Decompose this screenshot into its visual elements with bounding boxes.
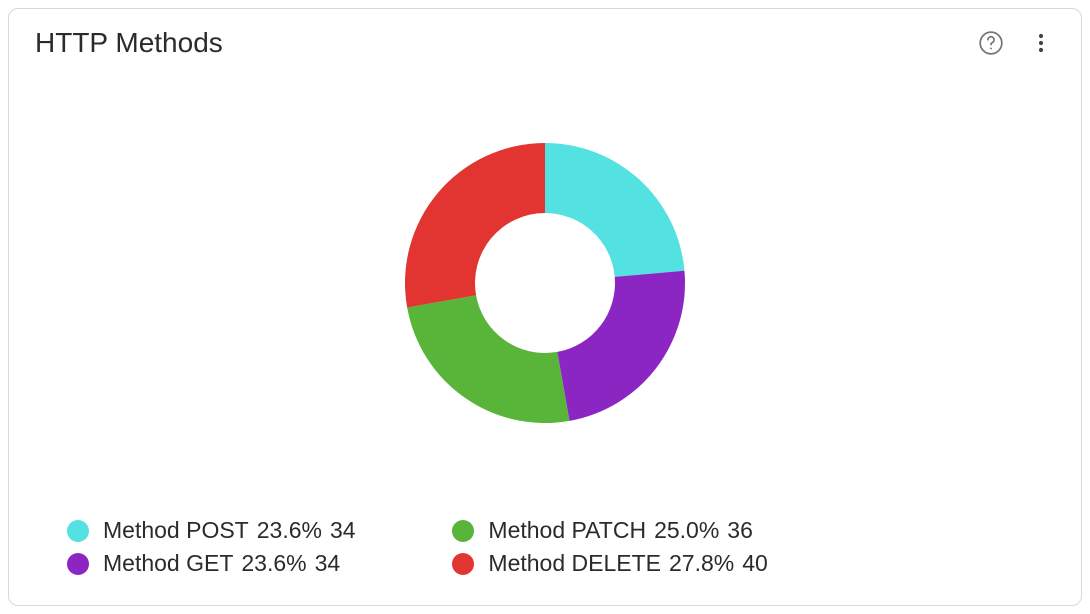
legend-item-post[interactable]: Method POST 23.6% 34 bbox=[67, 517, 382, 544]
legend-count: 34 bbox=[330, 517, 356, 544]
legend-count: 34 bbox=[315, 550, 341, 577]
legend: Method POST23.6%34Method PATCH25.0%36Met… bbox=[9, 517, 768, 605]
legend-name: Method GET bbox=[103, 550, 233, 577]
legend-label: Method GET 23.6% 34 bbox=[103, 550, 340, 577]
legend-percent: 25.0% bbox=[654, 517, 719, 544]
legend-label: Method PATCH 25.0% 36 bbox=[488, 517, 752, 544]
legend-count: 36 bbox=[727, 517, 753, 544]
donut-slice-post[interactable] bbox=[545, 143, 684, 277]
more-icon[interactable] bbox=[1027, 29, 1055, 57]
legend-label: Method DELETE 27.8% 40 bbox=[488, 550, 767, 577]
legend-percent: 23.6% bbox=[241, 550, 306, 577]
donut-chart bbox=[395, 133, 695, 433]
legend-name: Method POST bbox=[103, 517, 249, 544]
panel: HTTP Methods Method POST 23.6% 34 Method PA… bbox=[8, 8, 1082, 606]
legend-percent: 27.8% bbox=[669, 550, 734, 577]
legend-swatch-post bbox=[67, 520, 89, 542]
legend-swatch-delete bbox=[452, 553, 474, 575]
legend-percent: 23.6% bbox=[257, 517, 322, 544]
legend-item-patch[interactable]: Method PATCH 25.0% 36 bbox=[452, 517, 767, 544]
donut-slice-get[interactable] bbox=[557, 271, 685, 421]
legend-name: Method PATCH bbox=[488, 517, 646, 544]
legend-label: Method POST 23.6% 34 bbox=[103, 517, 356, 544]
panel-header: HTTP Methods bbox=[9, 9, 1081, 59]
legend-swatch-get bbox=[67, 553, 89, 575]
chart-area bbox=[9, 59, 1081, 517]
donut-slice-patch[interactable] bbox=[407, 295, 569, 423]
legend-name: Method DELETE bbox=[488, 550, 661, 577]
panel-title: HTTP Methods bbox=[35, 27, 223, 59]
panel-actions bbox=[977, 29, 1055, 57]
help-icon[interactable] bbox=[977, 29, 1005, 57]
donut-slice-delete[interactable] bbox=[405, 143, 545, 308]
legend-item-get[interactable]: Method GET 23.6% 34 bbox=[67, 550, 382, 577]
legend-swatch-patch bbox=[452, 520, 474, 542]
legend-item-delete[interactable]: Method DELETE 27.8% 40 bbox=[452, 550, 767, 577]
legend-count: 40 bbox=[742, 550, 768, 577]
